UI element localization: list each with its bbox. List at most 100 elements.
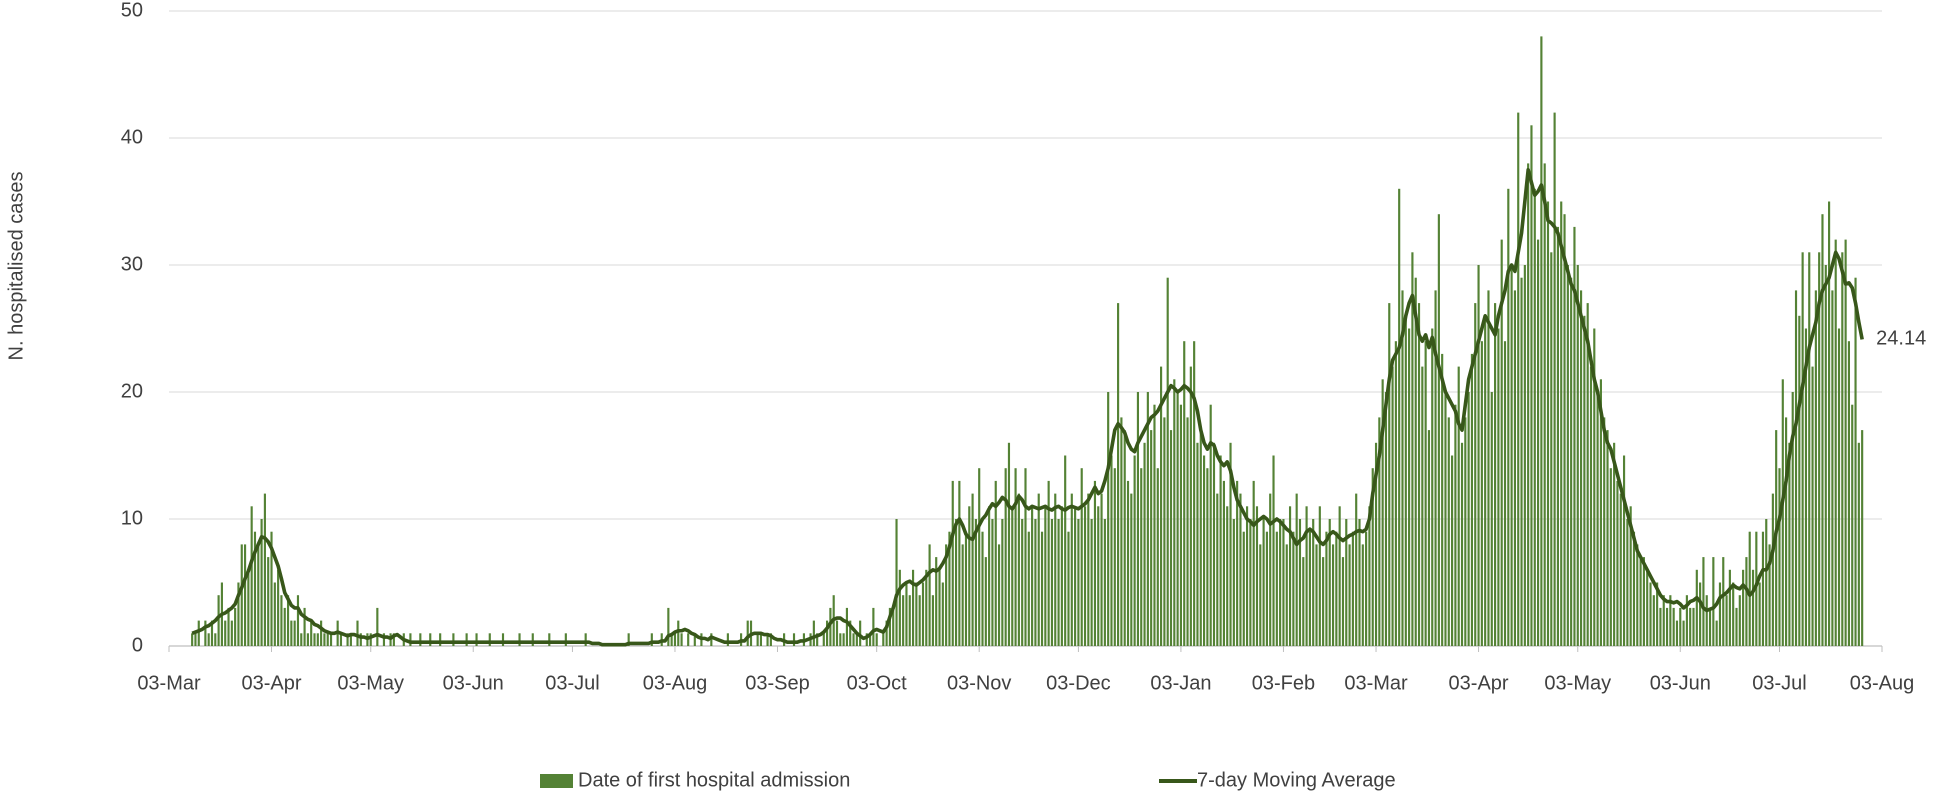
x-tick-label: 03-Apr (1449, 672, 1509, 694)
bar (1523, 265, 1526, 646)
bar (1179, 404, 1183, 646)
moving-average-line (191, 167, 1864, 647)
bar (822, 633, 825, 646)
bar (1497, 328, 1500, 646)
bar (1821, 214, 1824, 646)
bar (1060, 506, 1063, 646)
bar (1123, 430, 1126, 646)
bar (1275, 531, 1278, 646)
bar (290, 620, 293, 646)
bar (1702, 557, 1705, 646)
bar (710, 633, 713, 646)
bar (759, 633, 763, 646)
bar (1249, 519, 1252, 646)
bar (1649, 582, 1652, 646)
bar (1302, 557, 1305, 646)
bar (1662, 595, 1665, 646)
bar (1728, 569, 1731, 646)
y-tick-label: 10 (121, 507, 143, 529)
bar (1328, 519, 1331, 646)
bar (349, 633, 352, 646)
bar (1613, 442, 1616, 646)
bar (392, 633, 395, 646)
bar (1222, 480, 1225, 646)
x-tick-label: 03-Mar (137, 672, 201, 694)
bar (1401, 290, 1404, 646)
bar (1692, 607, 1695, 646)
bar (1295, 493, 1298, 646)
bar (1216, 493, 1219, 646)
bar (1388, 303, 1391, 646)
bar (1391, 366, 1394, 646)
bar (1474, 303, 1477, 646)
bar (1811, 366, 1814, 646)
bar (1586, 303, 1589, 646)
bar (1503, 341, 1507, 646)
bar (1576, 265, 1579, 646)
bar (1189, 366, 1192, 646)
bar (938, 569, 941, 646)
bar (429, 633, 432, 646)
bar (1437, 214, 1440, 646)
bar (1074, 506, 1077, 646)
bar (1732, 582, 1735, 646)
bar (296, 595, 300, 646)
bar (465, 633, 468, 646)
bar (1054, 493, 1057, 646)
bar (1107, 392, 1110, 646)
bar (1143, 442, 1146, 646)
bar (627, 633, 630, 646)
bar (1699, 582, 1702, 646)
bar (1050, 519, 1054, 646)
bar (1242, 531, 1245, 646)
bar (1553, 112, 1556, 647)
bar (214, 633, 217, 646)
bar (1742, 569, 1745, 646)
bar (1748, 531, 1751, 646)
bar (1824, 265, 1827, 646)
bar (240, 544, 243, 646)
bar (1725, 595, 1728, 646)
bar (1679, 607, 1682, 646)
bar (911, 569, 915, 646)
bar (1487, 290, 1490, 646)
bar (1067, 531, 1070, 646)
bar (1318, 506, 1321, 646)
x-tick-label: 03-Jul (545, 672, 599, 694)
bar (1024, 468, 1027, 646)
bar (1798, 315, 1801, 646)
bar (1543, 163, 1546, 646)
bar (1828, 201, 1831, 646)
bar (1034, 519, 1037, 646)
x-tick-label: 03-Jun (443, 672, 504, 694)
bar (902, 595, 905, 646)
bar (978, 468, 981, 646)
bar (1682, 620, 1685, 646)
y-tick-label: 50 (121, 0, 143, 21)
bar (1126, 480, 1130, 646)
bar (1467, 392, 1470, 646)
bar (892, 607, 895, 646)
bar (204, 620, 207, 646)
bar (1133, 455, 1136, 646)
bar (1520, 277, 1523, 646)
bar (1229, 442, 1232, 646)
bar (1365, 531, 1368, 646)
bar (1031, 506, 1034, 646)
bar (1854, 277, 1857, 646)
bar (888, 607, 891, 646)
bar (1636, 544, 1639, 646)
bar (1209, 404, 1212, 646)
bar (1510, 265, 1513, 646)
bar (826, 620, 829, 646)
bar (1619, 493, 1622, 646)
x-tick-label: 03-Feb (1252, 672, 1315, 694)
bar (339, 633, 343, 646)
bar (518, 633, 521, 646)
bar (1146, 392, 1149, 646)
bar (1345, 519, 1348, 646)
bar (1166, 277, 1169, 646)
bar (501, 633, 505, 646)
bar (1279, 519, 1282, 646)
bar (1040, 531, 1044, 646)
